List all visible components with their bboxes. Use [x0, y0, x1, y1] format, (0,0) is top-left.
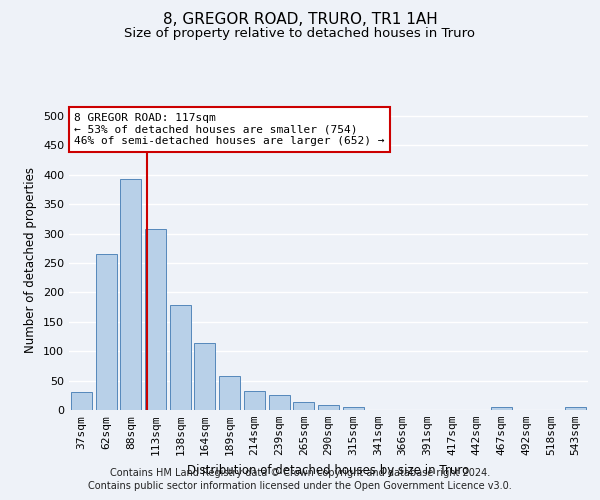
Bar	[145, 229, 166, 410]
Bar	[219, 376, 240, 410]
Bar	[194, 343, 215, 410]
Bar	[120, 179, 141, 410]
Bar	[170, 306, 191, 410]
X-axis label: Distribution of detached houses by size in Truro: Distribution of detached houses by size …	[187, 464, 470, 476]
Bar	[95, 254, 116, 410]
Y-axis label: Number of detached properties: Number of detached properties	[25, 167, 37, 353]
Bar	[293, 402, 314, 410]
Text: 8 GREGOR ROAD: 117sqm
← 53% of detached houses are smaller (754)
46% of semi-det: 8 GREGOR ROAD: 117sqm ← 53% of detached …	[74, 113, 385, 146]
Bar	[71, 392, 92, 410]
Bar	[491, 407, 512, 410]
Text: 8, GREGOR ROAD, TRURO, TR1 1AH: 8, GREGOR ROAD, TRURO, TR1 1AH	[163, 12, 437, 28]
Bar	[343, 407, 364, 410]
Bar	[318, 406, 339, 410]
Bar	[244, 390, 265, 410]
Text: Contains public sector information licensed under the Open Government Licence v3: Contains public sector information licen…	[88, 481, 512, 491]
Text: Contains HM Land Registry data © Crown copyright and database right 2024.: Contains HM Land Registry data © Crown c…	[110, 468, 490, 477]
Bar	[269, 396, 290, 410]
Bar	[565, 407, 586, 410]
Text: Size of property relative to detached houses in Truro: Size of property relative to detached ho…	[125, 28, 476, 40]
